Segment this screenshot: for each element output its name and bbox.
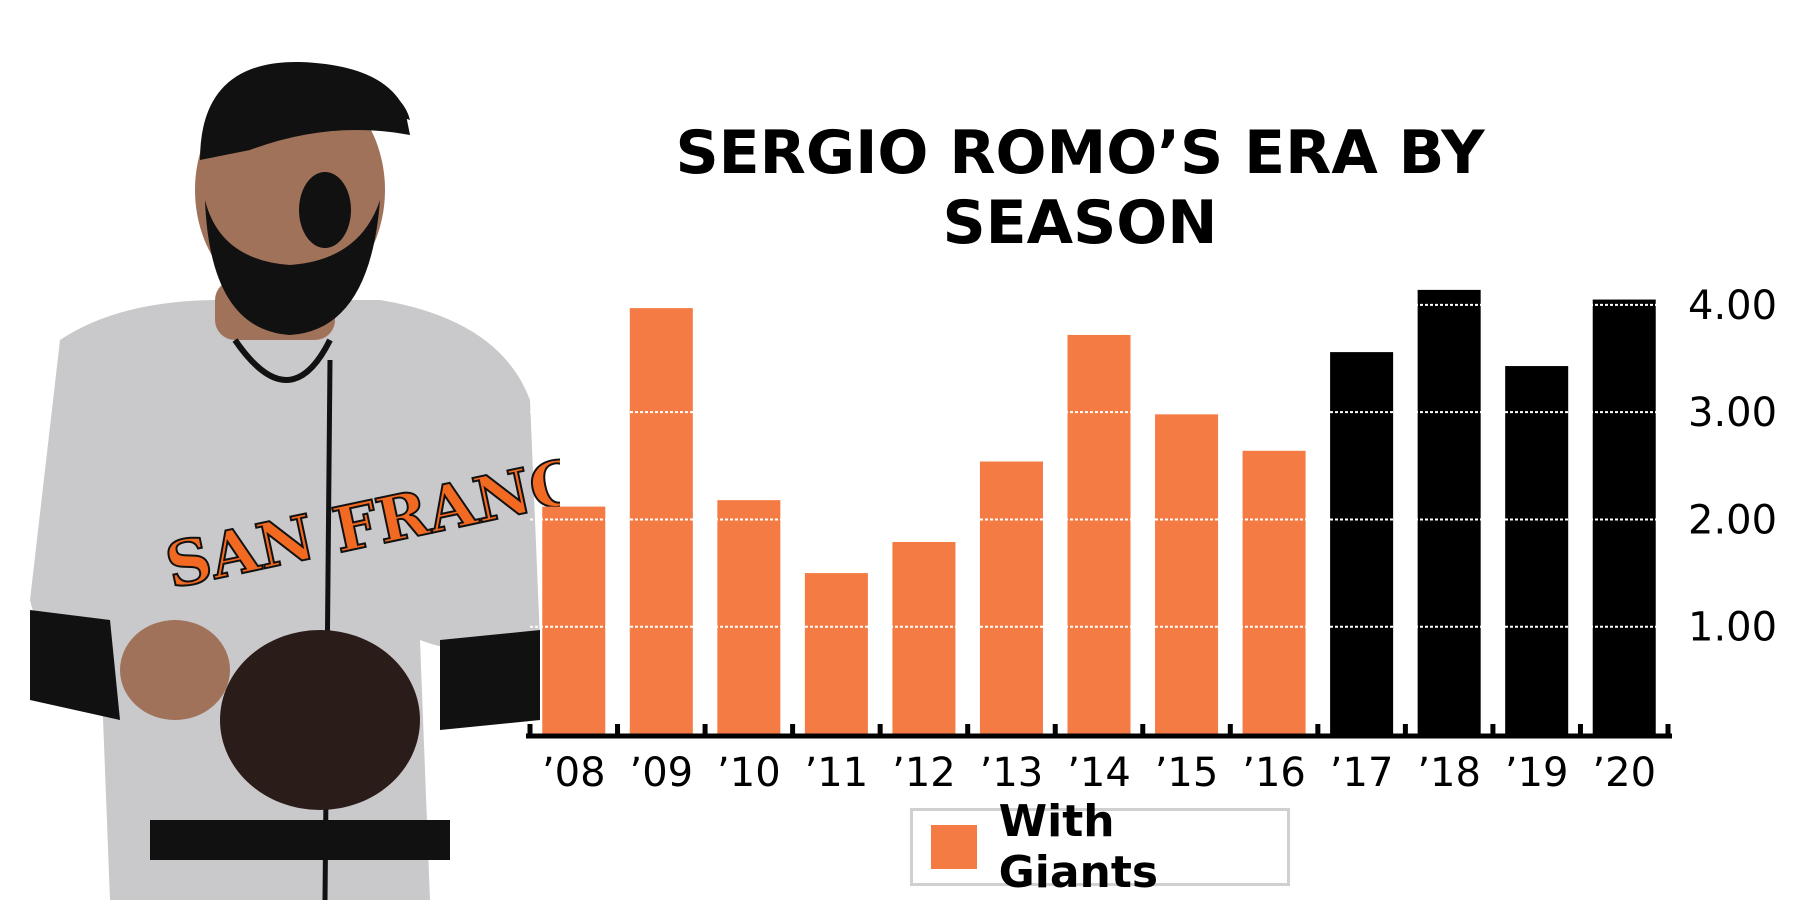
bar-4 bbox=[892, 541, 956, 734]
beard bbox=[205, 200, 380, 335]
y-tick-label-2: 3.00 bbox=[1688, 390, 1777, 436]
bar-3 bbox=[804, 573, 868, 734]
x-tick-label-5: ’13 bbox=[980, 750, 1044, 796]
left-sleeve bbox=[30, 610, 120, 720]
x-tick-label-11: ’19 bbox=[1505, 750, 1569, 796]
legend-swatch-giants bbox=[931, 825, 977, 869]
bar-8 bbox=[1242, 450, 1306, 734]
bar-9 bbox=[1330, 352, 1394, 734]
bar-2 bbox=[717, 500, 781, 734]
x-tick-label-9: ’17 bbox=[1330, 750, 1394, 796]
x-tick-label-6: ’14 bbox=[1067, 750, 1131, 796]
open-mouth bbox=[299, 172, 351, 248]
bar-11 bbox=[1505, 366, 1569, 734]
x-tick-label-1: ’09 bbox=[629, 750, 693, 796]
y-tick-label-1: 2.00 bbox=[1688, 497, 1777, 543]
bar-0 bbox=[542, 506, 606, 734]
bar-6 bbox=[1067, 334, 1131, 734]
y-tick-label-0: 1.00 bbox=[1688, 605, 1777, 651]
jersey-button-line bbox=[322, 359, 333, 900]
cap-brim bbox=[330, 80, 410, 120]
x-tick-label-10: ’18 bbox=[1417, 750, 1481, 796]
y-tick-label-3: 4.00 bbox=[1688, 283, 1777, 329]
bar-7 bbox=[1155, 414, 1219, 734]
fist bbox=[120, 620, 230, 720]
x-tick-label-0: ’08 bbox=[542, 750, 606, 796]
belt bbox=[150, 820, 450, 860]
legend: With Giants bbox=[910, 796, 1290, 898]
legend-label: With Giants bbox=[998, 796, 1159, 898]
bar-5 bbox=[979, 461, 1043, 734]
bar-1 bbox=[629, 308, 693, 734]
x-tick-label-12: ’20 bbox=[1592, 750, 1656, 796]
x-tick-label-8: ’16 bbox=[1242, 750, 1306, 796]
x-tick-label-4: ’12 bbox=[892, 750, 956, 796]
x-tick-label-2: ’10 bbox=[717, 750, 781, 796]
jersey-piping bbox=[232, 338, 333, 383]
x-tick-label-7: ’15 bbox=[1155, 750, 1219, 796]
x-tick-label-3: ’11 bbox=[805, 750, 869, 796]
baseball-glove bbox=[220, 630, 420, 810]
bar-12 bbox=[1592, 299, 1656, 734]
chart-title: SERGIO ROMO’S ERA BY SEASON bbox=[675, 118, 1485, 258]
bar-10 bbox=[1417, 289, 1481, 734]
player-photo: SAN FRANCISCO bbox=[30, 61, 560, 900]
right-sleeve bbox=[440, 630, 540, 730]
